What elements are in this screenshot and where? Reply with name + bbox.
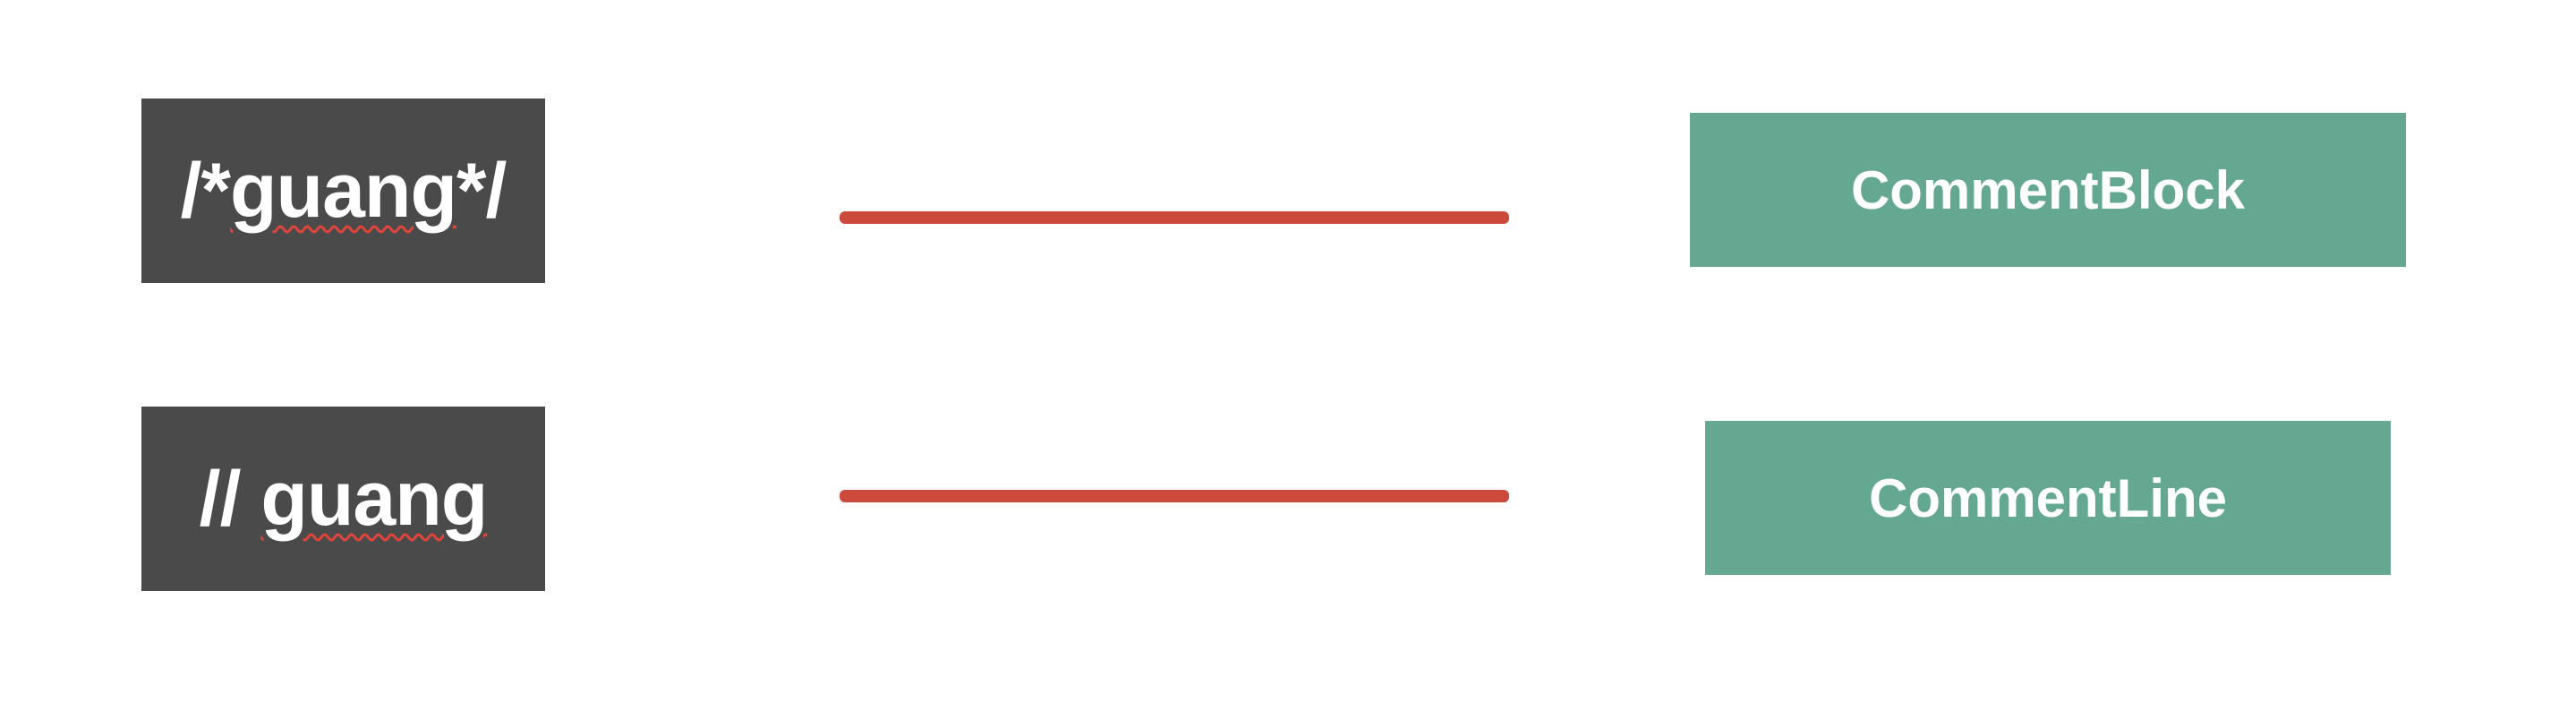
ast-node-type-box: CommentLine — [1705, 421, 2391, 575]
code-word-misspelled: guang — [230, 147, 457, 234]
code-snippet-text: // guang — [199, 455, 489, 544]
connector-line — [840, 490, 1509, 502]
connector-line — [840, 211, 1509, 224]
code-snippet-text: /*guang*/ — [180, 147, 508, 236]
mapping-row-comment-line: // guang CommentLine — [0, 360, 2576, 720]
code-snippet-line-comment: // guang — [141, 407, 545, 591]
code-prefix: // — [199, 455, 261, 542]
ast-node-type-box: CommentBlock — [1690, 113, 2406, 267]
code-suffix: */ — [456, 147, 507, 234]
code-word-misspelled: guang — [260, 455, 488, 542]
code-snippet-block-comment: /*guang*/ — [141, 99, 545, 283]
code-prefix: /* — [180, 147, 231, 234]
mapping-row-comment-block: /*guang*/ CommentBlock — [141, 99, 2406, 283]
